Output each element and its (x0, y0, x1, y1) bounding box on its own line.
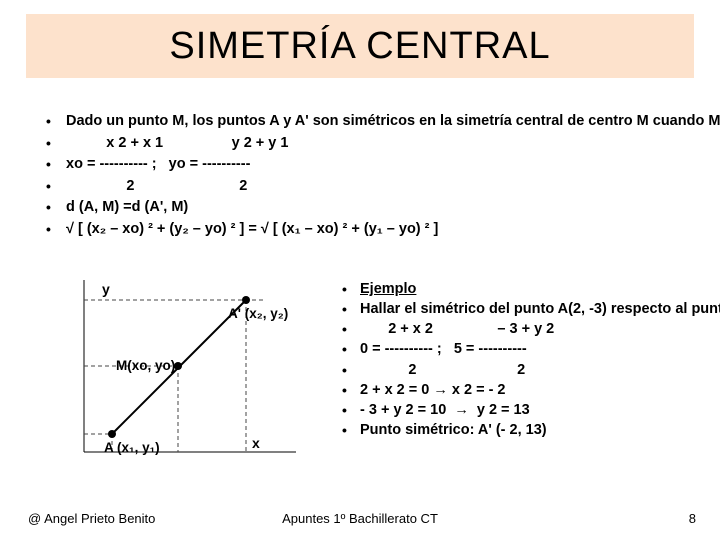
bullet-item: √ [ (x₂ – xo) ² + (y₂ – yo) ² ] = √ [ (x… (40, 220, 690, 240)
example-line: 0 = ---------- ; 5 = ---------- (336, 340, 706, 359)
diagram-svg: y M(xo, yo) A (x₁, y₁) A' (x₂, y₂) x (66, 280, 306, 470)
example-line: 2 + x 2 = 0 → x 2 = - 2 (336, 381, 706, 400)
svg-text:M(xo, yo): M(xo, yo) (116, 358, 175, 373)
svg-text:A (x₁, y₁): A (x₁, y₁) (104, 440, 160, 455)
bullet-item: xo = ---------- ; yo = ---------- (40, 155, 690, 175)
lower-region: yM(xo, yo)A (x₁, y₁)A' (x₂, y₂)x Ejemplo… (40, 280, 690, 500)
example-heading: Ejemplo (336, 280, 706, 299)
svg-text:A' (x₂, y₂): A' (x₂, y₂) (228, 306, 288, 321)
example-block: EjemploHallar el simétrico del punto A(2… (336, 280, 706, 441)
bullet-item: x 2 + x 1 y 2 + y 1 (40, 134, 690, 154)
svg-text:x: x (252, 435, 260, 451)
diagram: y M(xo, yo) A (x₁, y₁) A' (x₂, y₂) x (66, 280, 306, 480)
bullet-item: d (A, M) =d (A', M) (40, 198, 690, 218)
example-line: 2 2 (336, 361, 706, 380)
example-line: Hallar el simétrico del punto A(2, -3) r… (336, 300, 706, 319)
main-bullets: Dado un punto M, los puntos A y A' son s… (40, 112, 690, 241)
bullet-item: Dado un punto M, los puntos A y A' son s… (40, 112, 690, 132)
title-band: SIMETRÍA CENTRAL (26, 14, 694, 78)
bullet-item: 2 2 (40, 177, 690, 197)
page-title: SIMETRÍA CENTRAL (169, 25, 550, 68)
example-line: Punto simétrico: A' (- 2, 13) (336, 421, 706, 440)
example-line: - 3 + y 2 = 10 → y 2 = 13 (336, 401, 706, 420)
example-line: 2 + x 2 – 3 + y 2 (336, 320, 706, 339)
svg-text:y: y (102, 281, 110, 297)
footer-subtitle: Apuntes 1º Bachillerato CT (0, 511, 720, 526)
footer-page: 8 (689, 511, 696, 526)
